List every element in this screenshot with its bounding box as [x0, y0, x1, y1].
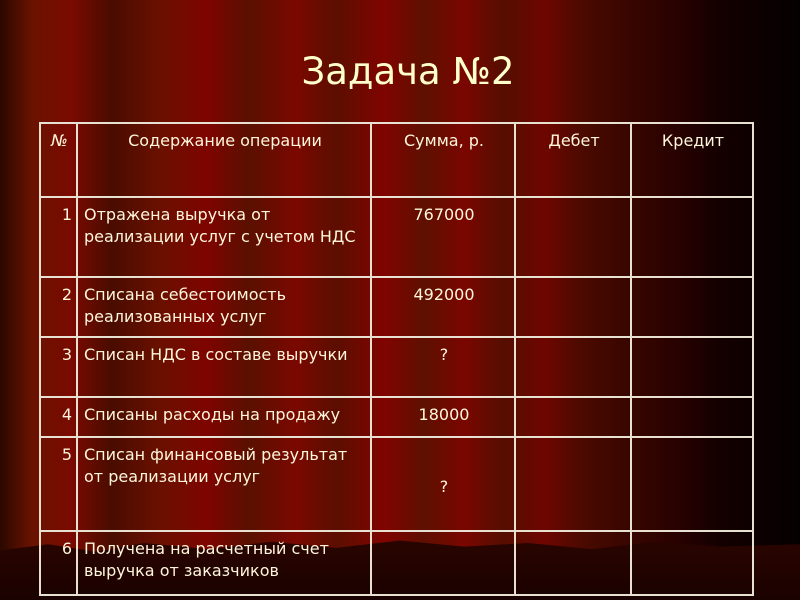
- row-debit: [514, 276, 632, 338]
- table-row: 5 Списан финансовый результат от реализа…: [39, 436, 754, 532]
- row-operation: Списан НДС в составе выручки: [76, 336, 372, 398]
- row-debit: [514, 396, 632, 438]
- table-row: 1 Отражена выручка от реализации услуг с…: [39, 196, 754, 278]
- row-sum: ?: [370, 336, 516, 398]
- row-number: 2: [39, 276, 78, 338]
- row-number: 3: [39, 336, 78, 398]
- row-debit: [514, 196, 632, 278]
- row-number: 6: [39, 530, 78, 596]
- row-sum: [370, 530, 516, 596]
- table-row: 6 Получена на расчетный счет выручка от …: [39, 530, 754, 596]
- header-number: №: [39, 122, 78, 198]
- row-operation: Отражена выручка от реализации услуг с у…: [76, 196, 372, 278]
- table-row: 3 Списан НДС в составе выручки ?: [39, 336, 754, 398]
- row-operation: Списана себестоимость реализованных услу…: [76, 276, 372, 338]
- row-debit: [514, 436, 632, 532]
- slide-title: Задача №2: [301, 50, 515, 93]
- row-operation: Списаны расходы на продажу: [76, 396, 372, 438]
- header-credit: Кредит: [630, 122, 754, 198]
- table-row: 2 Списана себестоимость реализованных ус…: [39, 276, 754, 338]
- table-header-row: № Содержание операции Сумма, р. Дебет Кр…: [39, 122, 754, 198]
- row-number: 5: [39, 436, 78, 532]
- row-credit: [630, 196, 754, 278]
- row-sum: 492000: [370, 276, 516, 338]
- row-debit: [514, 336, 632, 398]
- row-credit: [630, 436, 754, 532]
- row-number: 4: [39, 396, 78, 438]
- header-sum: Сумма, р.: [370, 122, 516, 198]
- operations-table: № Содержание операции Сумма, р. Дебет Кр…: [39, 122, 754, 596]
- row-credit: [630, 396, 754, 438]
- row-operation: Списан финансовый результат от реализаци…: [76, 436, 372, 532]
- row-credit: [630, 336, 754, 398]
- row-credit: [630, 530, 754, 596]
- row-credit: [630, 276, 754, 338]
- row-operation: Получена на расчетный счет выручка от за…: [76, 530, 372, 596]
- header-debit: Дебет: [514, 122, 632, 198]
- row-debit: [514, 530, 632, 596]
- row-sum: 18000: [370, 396, 516, 438]
- row-sum: ?: [370, 436, 516, 532]
- table-row: 4 Списаны расходы на продажу 18000: [39, 396, 754, 438]
- row-sum: 767000: [370, 196, 516, 278]
- header-operation: Содержание операции: [76, 122, 372, 198]
- row-number: 1: [39, 196, 78, 278]
